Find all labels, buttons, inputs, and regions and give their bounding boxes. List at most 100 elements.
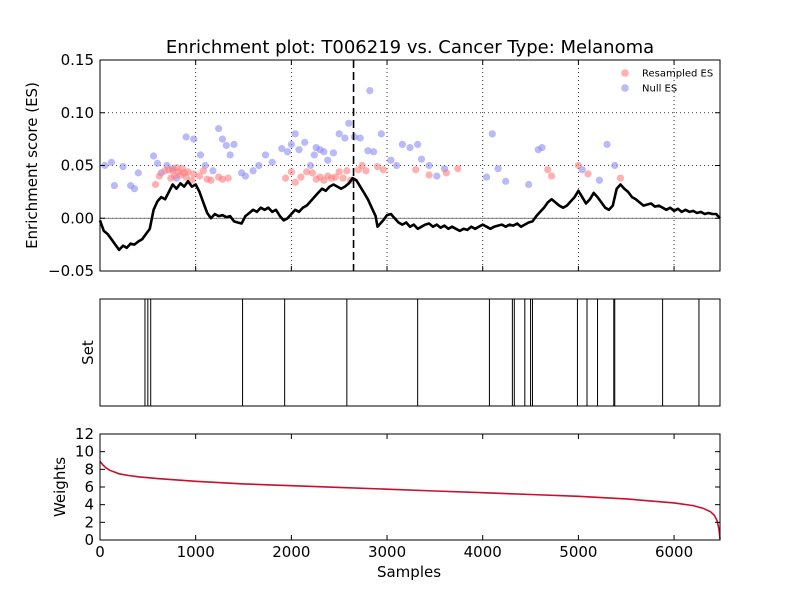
resampled-es-point [362, 167, 370, 175]
null-es-point [241, 172, 250, 180]
resampled-es-point [207, 176, 215, 184]
resampled-es-point [199, 167, 207, 175]
resampled-es-point [584, 170, 592, 178]
es-y-tick-label: 0.00 [61, 209, 94, 227]
resampled-es-point [291, 178, 299, 186]
null-es-point [283, 148, 292, 156]
es-y-tick-label: 0.05 [61, 157, 94, 175]
resampled-es-point [442, 169, 450, 177]
null-es-point [291, 130, 299, 138]
weights-y-tick-label: 6 [84, 478, 94, 496]
legend-label-null: Null ES [642, 84, 677, 95]
null-es-point [482, 173, 491, 181]
resampled-es-point [297, 173, 305, 181]
weights-y-tick-label: 0 [84, 531, 94, 549]
null-es-point [320, 148, 328, 156]
null-es-point [345, 119, 353, 127]
null-es-point [494, 165, 502, 173]
legend-marker-resampled [621, 69, 629, 77]
null-es-point [364, 147, 372, 155]
null-es-point [182, 133, 190, 141]
null-es-point [393, 161, 401, 170]
resampled-es-point [412, 166, 420, 174]
null-es-point [196, 151, 205, 159]
null-es-point [301, 138, 309, 146]
null-es-point [366, 86, 374, 95]
null-es-point [414, 140, 422, 148]
es-curve-line [98, 176, 721, 252]
resampled-es-point [155, 172, 163, 180]
x-tick-label: 3000 [368, 543, 406, 561]
weights-y-tick-label: 12 [75, 425, 94, 443]
null-es-point [335, 130, 343, 138]
null-es-point [611, 161, 619, 170]
null-es-point [249, 167, 257, 175]
resampled-es-point [195, 172, 204, 180]
null-es-point [215, 124, 223, 133]
legend-label-resampled: Resampled ES [642, 69, 713, 80]
null-es-point [341, 134, 349, 142]
weights-y-tick-label: 4 [84, 496, 94, 514]
null-es-point [595, 176, 604, 184]
null-es-point [377, 130, 385, 138]
weights-y-tick-label: 2 [84, 513, 94, 531]
resampled-es-point [544, 166, 552, 174]
resampled-es-point [343, 167, 351, 175]
null-es-point [306, 161, 315, 170]
null-es-point [230, 140, 238, 148]
set-y-axis-label: Set [79, 340, 97, 365]
weights-curve-line [99, 460, 721, 540]
null-es-point [502, 177, 510, 185]
resampled-es-point [303, 168, 311, 176]
null-es-point [110, 181, 118, 190]
null-es-point [350, 133, 359, 141]
resampled-es-point [184, 168, 192, 176]
es-y-axis-label: Enrichment score (ES) [23, 82, 41, 249]
null-es-point [261, 151, 270, 159]
resampled-es-point [190, 170, 198, 178]
null-es-point [329, 149, 338, 157]
null-es-point [356, 134, 364, 142]
null-es-point [295, 146, 303, 154]
null-es-point [417, 155, 426, 163]
null-es-point [406, 143, 414, 152]
resampled-es-point [331, 173, 339, 181]
null-es-point [226, 151, 234, 159]
null-es-point [324, 156, 332, 164]
null-es-point [488, 130, 496, 138]
resampled-es-point [287, 168, 295, 176]
null-es-point [134, 169, 142, 177]
resampled-es-point [224, 174, 232, 182]
resampled-es-point [373, 162, 382, 171]
null-es-point [218, 135, 227, 143]
resampled-es-point [218, 175, 227, 183]
set-plot-frame [99, 298, 721, 407]
null-es-point [398, 140, 406, 148]
null-es-point [190, 135, 198, 143]
null-es-point [107, 158, 116, 166]
set-panel: Set [79, 298, 721, 407]
null-es-point [370, 148, 378, 156]
es-y-tick-label: 0.10 [61, 104, 94, 122]
null-es-point [603, 140, 611, 148]
weights-plot-frame [99, 433, 721, 541]
resampled-es-point [282, 174, 290, 182]
weights-y-tick-label: 8 [84, 460, 94, 478]
null-es-point [119, 162, 127, 171]
x-tick-label: 1000 [177, 543, 215, 561]
null-es-point [209, 167, 217, 175]
null-es-point [433, 172, 441, 180]
x-axis-label: Samples [377, 563, 441, 581]
x-tick-label: 2000 [272, 543, 310, 561]
null-es-point [538, 143, 546, 152]
null-es-point [287, 140, 295, 148]
x-tick-label: 5000 [559, 543, 597, 561]
null-es-point [425, 161, 433, 170]
resampled-es-point [358, 161, 366, 170]
weights-y-axis-label: Weights [51, 457, 69, 517]
null-es-point [387, 156, 395, 164]
x-tick-label: 0 [95, 543, 105, 561]
es-y-tick-label: −0.05 [48, 262, 94, 280]
